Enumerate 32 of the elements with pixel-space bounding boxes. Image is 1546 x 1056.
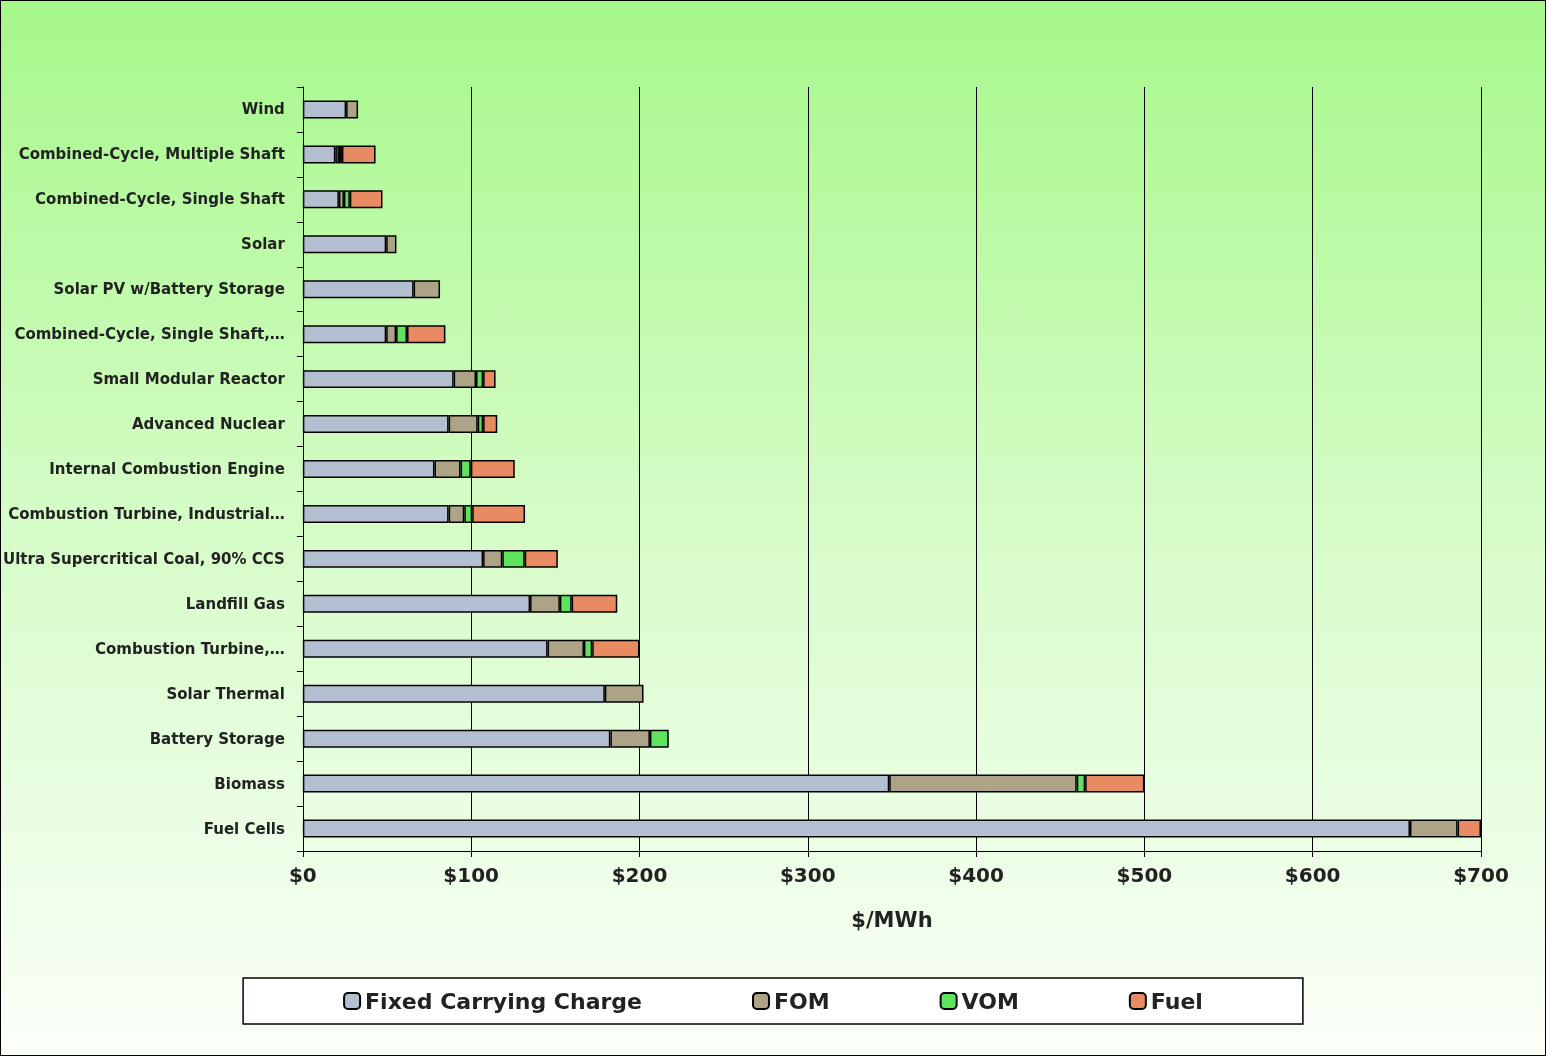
y-tick-label: Solar <box>241 235 286 254</box>
x-tick-label: $500 <box>1116 863 1173 887</box>
x-tick-label: $400 <box>948 863 1004 887</box>
bar <box>341 145 376 164</box>
y-tick-label: Ultra Supercritical Coal, 90% CCS <box>2 549 285 568</box>
y-tick-label: Small Modular Reactor <box>92 370 286 389</box>
y-tick-label: Combustion Turbine,… <box>94 639 285 658</box>
y-tick-label: Biomass <box>214 774 285 793</box>
bar <box>302 145 336 164</box>
y-tick-label: Fuel Cells <box>203 819 285 838</box>
y-tick-label: Combined-Cycle, Single Shaft <box>35 190 285 209</box>
y-tick-label: Wind <box>241 100 285 119</box>
x-tick-label: $300 <box>779 863 836 887</box>
x-tick-label: $600 <box>1284 863 1341 887</box>
y-tick-label: Solar Thermal <box>166 684 285 703</box>
y-tick-label: Combined-Cycle, Multiple Shaft <box>18 145 285 164</box>
y-tick-label: Combustion Turbine, Industrial… <box>8 504 285 523</box>
legend-label: VOM <box>961 988 1019 1014</box>
y-tick-label: Battery Storage <box>149 729 285 748</box>
legend-label: Fuel <box>1150 988 1203 1014</box>
x-tick-label: $100 <box>443 863 500 887</box>
x-tick-label: $200 <box>611 863 668 887</box>
y-tick-label: Landfill Gas <box>185 594 285 613</box>
y-tick-label: Combined-Cycle, Single Shaft,… <box>14 325 285 344</box>
x-axis-title: $/MWh <box>851 907 933 932</box>
x-tick-label: $0 <box>288 863 317 887</box>
legend-label: Fixed Carrying Charge <box>365 988 642 1014</box>
x-tick-label: $700 <box>1453 863 1509 887</box>
y-tick-label: Advanced Nuclear <box>131 415 286 434</box>
y-tick-label: Internal Combustion Engine <box>49 460 285 478</box>
y-tick-label: Solar PV w/Battery Storage <box>53 280 285 299</box>
legend-label: FOM <box>773 988 830 1014</box>
